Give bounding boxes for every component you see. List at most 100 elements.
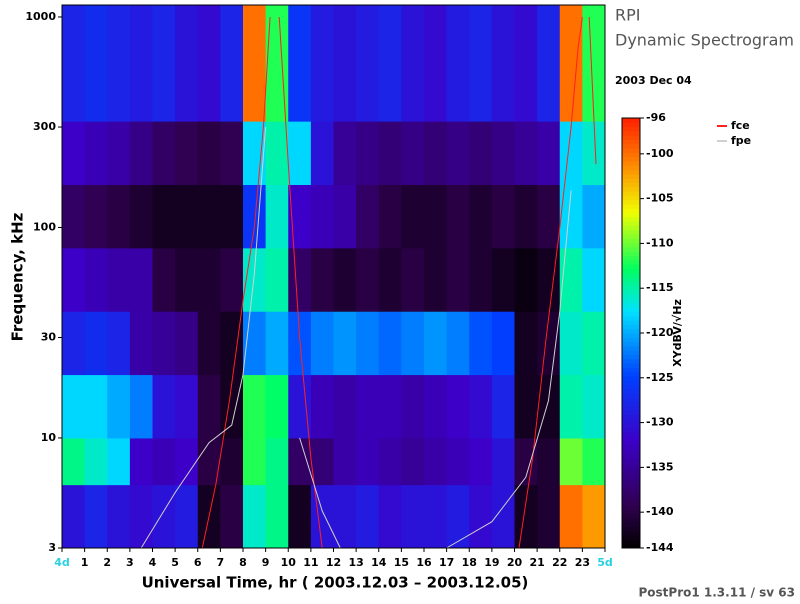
colorbar-step bbox=[622, 436, 640, 441]
heat-cell bbox=[582, 311, 606, 376]
heat-cell bbox=[537, 437, 561, 486]
heat-cell bbox=[175, 484, 199, 549]
heat-cell bbox=[333, 484, 357, 549]
colorbar-step bbox=[622, 479, 640, 484]
heat-cell bbox=[62, 374, 86, 439]
heat-cell bbox=[514, 311, 538, 376]
x-tick-label: 1 bbox=[81, 556, 89, 569]
heat-cell bbox=[537, 5, 561, 122]
heat-cell bbox=[401, 484, 425, 549]
colorbar-tick-label: -110 bbox=[646, 236, 674, 249]
heat-cell bbox=[469, 311, 493, 376]
heat-cell bbox=[401, 374, 425, 439]
colorbar-step bbox=[622, 505, 640, 510]
colorbar-step bbox=[622, 401, 640, 407]
heat-cell bbox=[310, 437, 334, 486]
heat-cell bbox=[243, 121, 267, 185]
heat-cell bbox=[537, 374, 561, 439]
heat-cell bbox=[491, 247, 515, 312]
x-tick-label: 8 bbox=[239, 556, 247, 569]
heat-cell bbox=[469, 121, 493, 185]
heat-cell bbox=[356, 374, 380, 439]
colorbar-step bbox=[622, 294, 640, 300]
heat-cell bbox=[514, 437, 538, 486]
colorbar-step bbox=[622, 251, 640, 257]
y-tick-label: 100 bbox=[33, 220, 56, 233]
heat-cell bbox=[333, 5, 357, 122]
colorbar-step bbox=[622, 143, 640, 149]
heat-cell bbox=[582, 121, 606, 185]
heat-cell bbox=[265, 437, 289, 486]
colorbar-step bbox=[622, 191, 640, 196]
heat-cell bbox=[469, 484, 493, 549]
heat-cell bbox=[559, 121, 583, 185]
colorbar-step bbox=[622, 173, 640, 179]
colorbar-step bbox=[622, 118, 640, 123]
heat-cell bbox=[84, 5, 108, 122]
heat-cell bbox=[446, 184, 470, 249]
heat-cell bbox=[129, 121, 153, 185]
heat-cell bbox=[152, 184, 176, 249]
heat-cell bbox=[537, 121, 561, 185]
legend-label: fpe bbox=[731, 134, 751, 147]
heat-cell bbox=[62, 247, 86, 312]
heat-cell bbox=[333, 247, 357, 312]
legend-label: fce bbox=[731, 119, 750, 132]
heat-cell bbox=[152, 311, 176, 376]
colorbar-step bbox=[622, 345, 640, 351]
y-tick-label: 10 bbox=[41, 431, 57, 444]
heat-cell bbox=[333, 184, 357, 249]
heat-cell bbox=[333, 437, 357, 486]
colorbar-tick-label: -115 bbox=[646, 281, 674, 294]
heat-cell bbox=[378, 247, 402, 312]
colorbar-step bbox=[622, 135, 640, 140]
heat-cell bbox=[491, 5, 515, 122]
colorbar-step bbox=[622, 354, 640, 360]
heat-cell bbox=[469, 247, 493, 312]
heat-cell bbox=[559, 247, 583, 312]
x-tick-label: 17 bbox=[439, 556, 454, 569]
date-label: 2003 Dec 04 bbox=[615, 74, 692, 87]
heat-cell bbox=[62, 121, 86, 185]
heat-cell bbox=[310, 484, 334, 549]
heat-cell bbox=[446, 374, 470, 439]
heat-cell bbox=[378, 484, 402, 549]
heat-cell bbox=[265, 247, 289, 312]
colorbar-step bbox=[622, 268, 640, 274]
colorbar-step bbox=[622, 487, 640, 493]
colorbar-step bbox=[622, 492, 640, 497]
colorbar-tick-label: -105 bbox=[646, 192, 674, 205]
colorbar-step bbox=[622, 371, 640, 377]
colorbar-tick-label: -144 bbox=[646, 541, 674, 554]
heat-cell bbox=[446, 311, 470, 376]
heat-cell bbox=[175, 437, 199, 486]
colorbar-step bbox=[622, 363, 640, 368]
heat-cell bbox=[378, 5, 402, 122]
colorbar-step bbox=[622, 496, 640, 502]
colorbar-step bbox=[622, 298, 640, 304]
heat-cell bbox=[401, 121, 425, 185]
heat-cell bbox=[152, 5, 176, 122]
heat-cell bbox=[220, 184, 244, 249]
colorbar-step bbox=[622, 388, 640, 394]
heat-cell bbox=[175, 184, 199, 249]
x-tick-label: 4 bbox=[149, 556, 157, 569]
heat-cell bbox=[84, 247, 108, 312]
heat-cell bbox=[559, 437, 583, 486]
heat-cell bbox=[84, 437, 108, 486]
colorbar-label: XYdBV/√Hz bbox=[671, 299, 684, 367]
y-axis-label: Frequency, kHz bbox=[9, 212, 27, 341]
colorbar-step bbox=[622, 457, 640, 463]
colorbar-step bbox=[622, 264, 640, 269]
chart-subtitle: Dynamic Spectrogram bbox=[615, 31, 794, 50]
heat-cell bbox=[582, 247, 606, 312]
heat-cell bbox=[559, 484, 583, 549]
heat-cell bbox=[265, 374, 289, 439]
colorbar-step bbox=[622, 165, 640, 171]
heat-cell bbox=[107, 374, 131, 439]
colorbar-step bbox=[622, 358, 640, 364]
heat-cell bbox=[356, 121, 380, 185]
colorbar-step bbox=[622, 290, 640, 295]
colorbar-step bbox=[622, 320, 640, 325]
